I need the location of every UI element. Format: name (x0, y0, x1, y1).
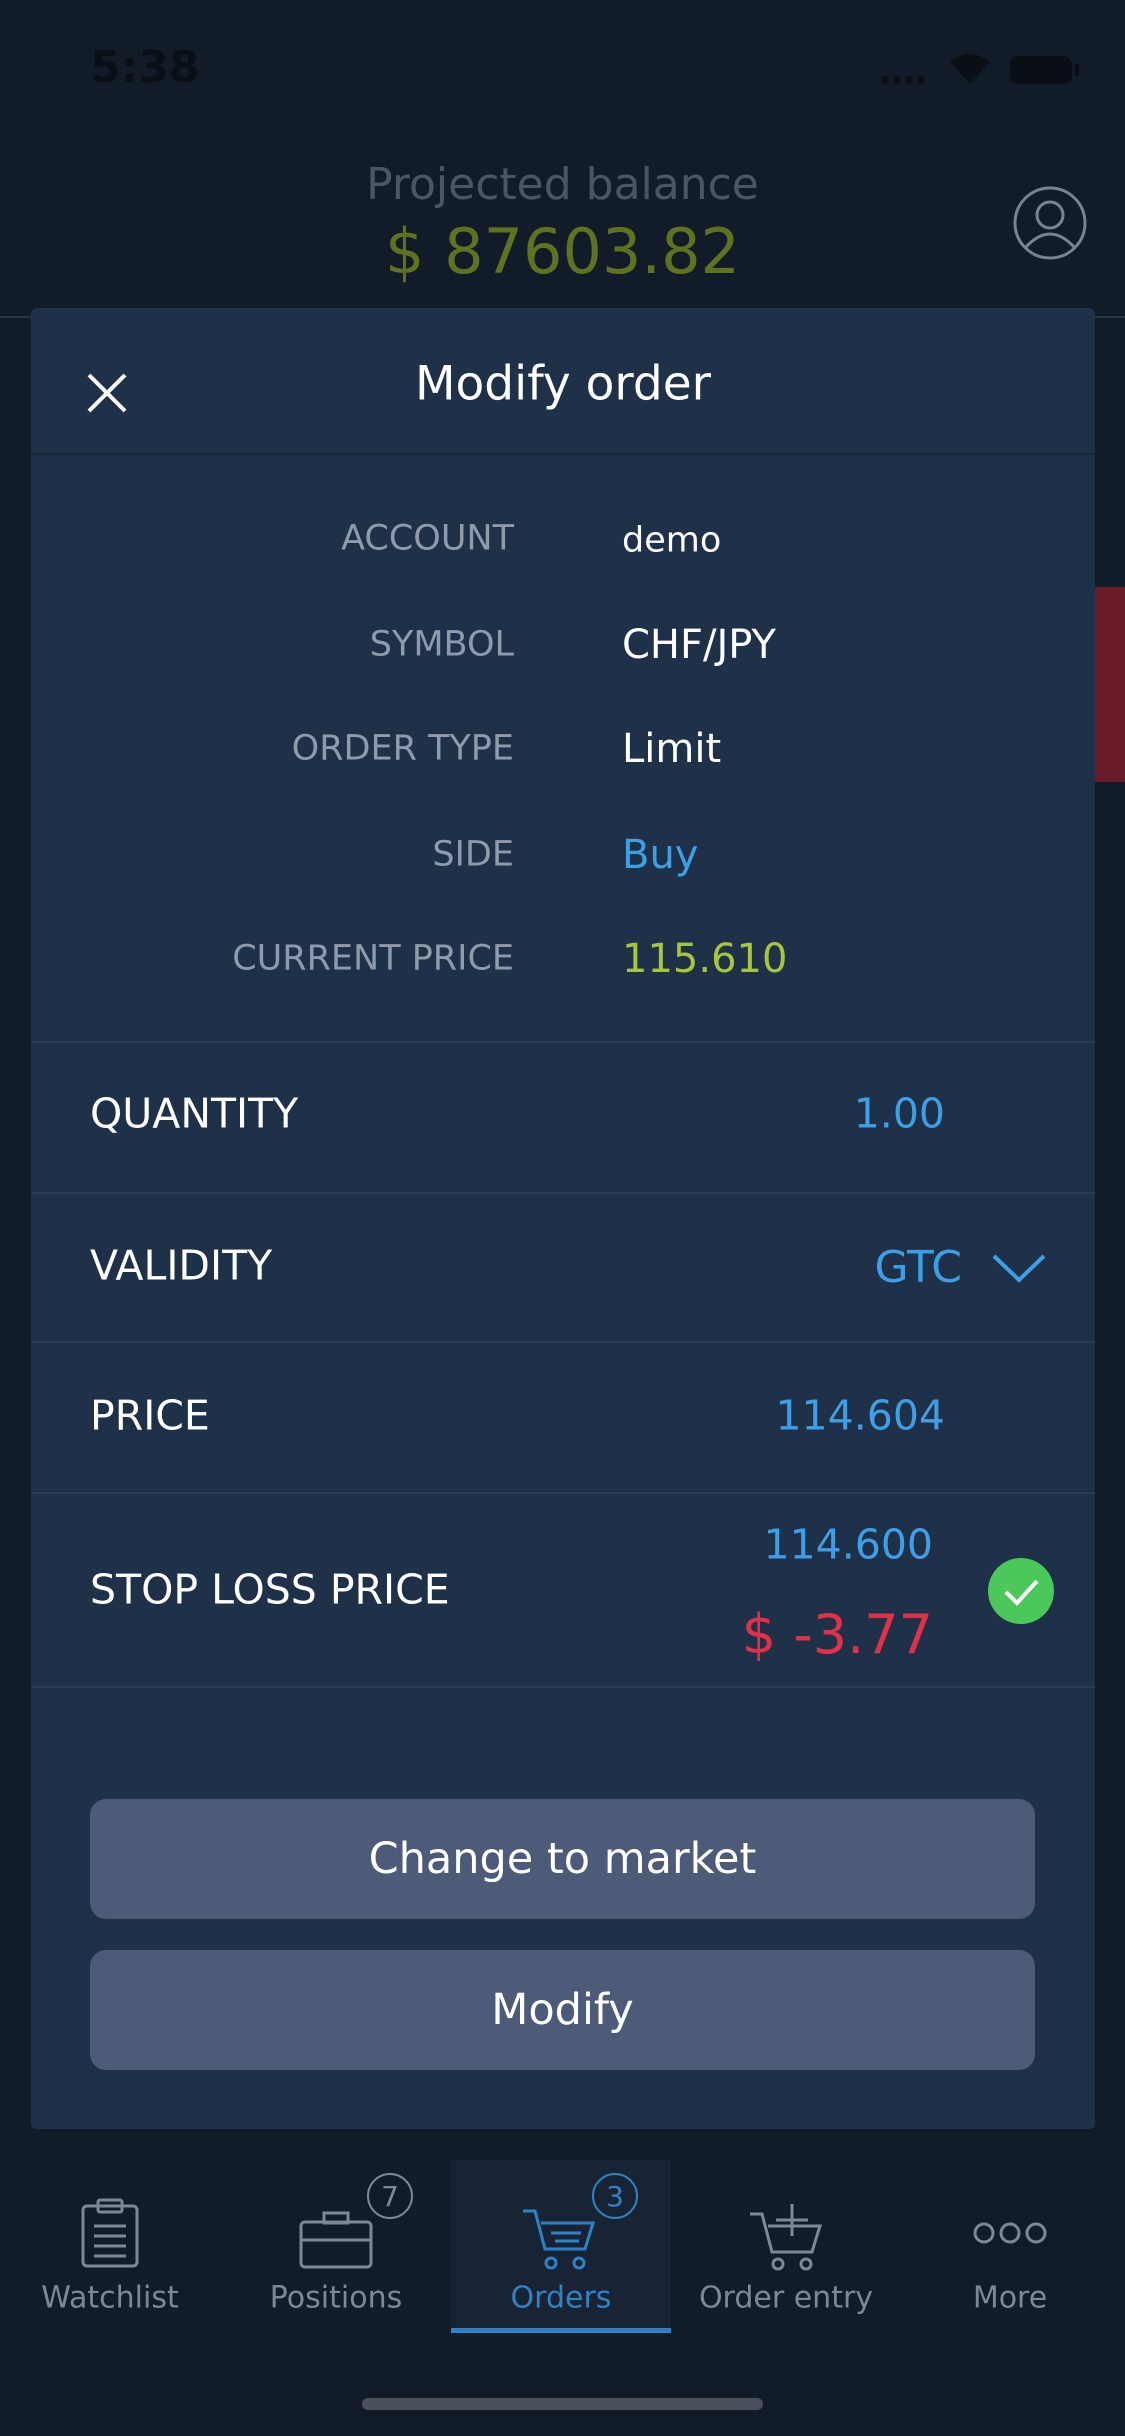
tab-icon (750, 2204, 823, 2271)
info-value: demo (622, 520, 722, 561)
info-value: 115.610 (622, 936, 788, 982)
tab-icon (523, 2209, 596, 2270)
home-indicator (362, 2398, 763, 2410)
status-icons (881, 54, 1079, 84)
dropdown-chevron[interactable] (991, 1252, 1047, 1284)
tab-icon (299, 2211, 373, 2269)
divider (31, 1686, 1095, 1688)
tab-badge: 3 (592, 2173, 638, 2219)
validity-select[interactable]: GTC (874, 1242, 962, 1293)
field-label: QUANTITY (90, 1089, 299, 1138)
tab-label: Positions (269, 2280, 403, 2316)
tab-label: More (972, 2280, 1048, 2316)
modal: Modify order ACCOUNT demo SYMBOL CHF/JPY… (31, 308, 1095, 2129)
tab-label: Watchlist (41, 2280, 179, 2316)
info-value: Limit (622, 726, 722, 772)
modify-button[interactable]: Modify (90, 1950, 1035, 2070)
stop-loss-pnl: $ -3.77 (741, 1603, 933, 1666)
close-button[interactable] (86, 372, 128, 414)
change-to-market-button[interactable]: Change to market (90, 1799, 1035, 1919)
confirm-check[interactable] (987, 1557, 1055, 1625)
divider (31, 1341, 1095, 1343)
status-time: 5:38 (90, 42, 200, 93)
balance: $ 87603.82 (385, 215, 740, 288)
info-value: CHF/JPY (622, 622, 776, 668)
tab[interactable]: Watchlist (0, 2160, 220, 2331)
tab-badge: 7 (367, 2173, 413, 2219)
tab-label: Order entry (698, 2280, 874, 2316)
tab-icon (973, 2222, 1047, 2244)
field-label: VALIDITY (90, 1241, 273, 1290)
background-row (1095, 587, 1125, 782)
divider (31, 453, 1095, 455)
stop-loss-input[interactable]: 114.600 (763, 1520, 933, 1569)
active-tab-indicator (451, 2328, 671, 2333)
divider (31, 1192, 1095, 1194)
divider (31, 1041, 1095, 1043)
info-label: ORDER TYPE (291, 728, 514, 769)
tab[interactable]: 7 Positions (226, 2160, 446, 2331)
info-label: ACCOUNT (341, 518, 514, 559)
info-label: CURRENT PRICE (232, 938, 514, 979)
header-title: Projected balance (366, 159, 759, 210)
quantity-input[interactable]: 1.00 (853, 1089, 945, 1138)
tab[interactable]: More (900, 2160, 1120, 2331)
info-label: SYMBOL (369, 624, 514, 665)
info-value: Buy (622, 832, 699, 878)
info-label: SIDE (432, 834, 514, 875)
profile-icon[interactable] (1012, 185, 1088, 261)
field-label: PRICE (90, 1391, 210, 1440)
tab[interactable]: 3 Orders (451, 2160, 671, 2331)
divider (31, 1492, 1095, 1494)
tab-icon (81, 2198, 139, 2268)
tab-label: Orders (510, 2280, 612, 2316)
tab[interactable]: Order entry (676, 2160, 896, 2331)
field-label: STOP LOSS PRICE (90, 1565, 450, 1614)
modal-title: Modify order (415, 356, 711, 412)
price-input[interactable]: 114.604 (775, 1391, 945, 1440)
